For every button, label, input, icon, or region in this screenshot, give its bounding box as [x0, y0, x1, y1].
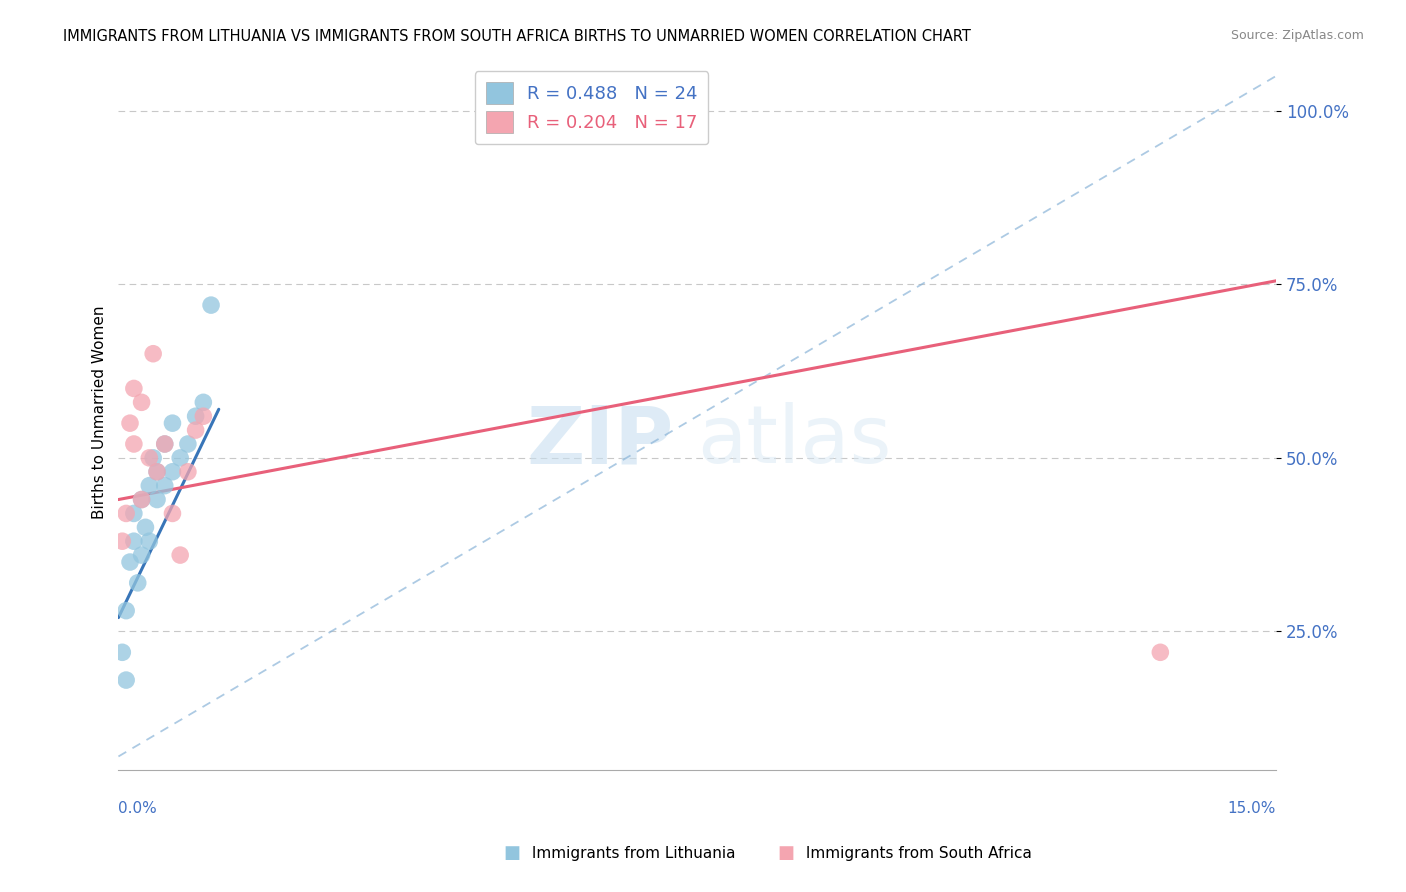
Point [146, 465, 169, 479]
Point [122, 534, 145, 549]
Point [115, 604, 138, 618]
Point [177, 437, 200, 451]
Point [142, 347, 165, 361]
Point [169, 450, 191, 465]
Point [146, 492, 169, 507]
Text: IMMIGRANTS FROM LITHUANIA VS IMMIGRANTS FROM SOUTH AFRICA BIRTHS TO UNMARRIED WO: IMMIGRANTS FROM LITHUANIA VS IMMIGRANTS … [63, 29, 972, 44]
Point [1149, 645, 1171, 659]
Point [131, 492, 153, 507]
Point [131, 492, 153, 507]
Point [122, 381, 145, 395]
Point [200, 298, 222, 312]
Point [193, 395, 215, 409]
Point [184, 423, 207, 437]
Point [131, 395, 153, 409]
Point [122, 507, 145, 521]
Point [162, 507, 184, 521]
Point [142, 450, 165, 465]
Text: Source: ZipAtlas.com: Source: ZipAtlas.com [1230, 29, 1364, 42]
Point [127, 575, 149, 590]
Point [138, 478, 160, 492]
Point [153, 478, 176, 492]
Point [134, 520, 156, 534]
Text: 15.0%: 15.0% [1227, 801, 1277, 816]
Text: ■: ■ [503, 844, 520, 862]
Point [162, 465, 184, 479]
Text: atlas: atlas [697, 402, 891, 481]
Point [131, 548, 153, 562]
Text: ■: ■ [778, 844, 794, 862]
Point [153, 437, 176, 451]
Y-axis label: Births to Unmarried Women: Births to Unmarried Women [93, 306, 107, 519]
Point [153, 437, 176, 451]
Point [111, 645, 134, 659]
Point [111, 534, 134, 549]
Point [162, 416, 184, 430]
Point [146, 465, 169, 479]
Text: ZIP: ZIP [527, 402, 673, 481]
Point [115, 507, 138, 521]
Text: Immigrants from Lithuania: Immigrants from Lithuania [527, 847, 735, 861]
Point [193, 409, 215, 424]
Point [118, 555, 141, 569]
Point [138, 534, 160, 549]
Point [122, 437, 145, 451]
Point [184, 409, 207, 424]
Point [138, 450, 160, 465]
Text: Immigrants from South Africa: Immigrants from South Africa [801, 847, 1032, 861]
Text: 0.0%: 0.0% [118, 801, 157, 816]
Legend: R = 0.488   N = 24, R = 0.204   N = 17: R = 0.488 N = 24, R = 0.204 N = 17 [475, 71, 709, 145]
Point [115, 673, 138, 687]
Point [177, 465, 200, 479]
Point [118, 416, 141, 430]
Point [169, 548, 191, 562]
